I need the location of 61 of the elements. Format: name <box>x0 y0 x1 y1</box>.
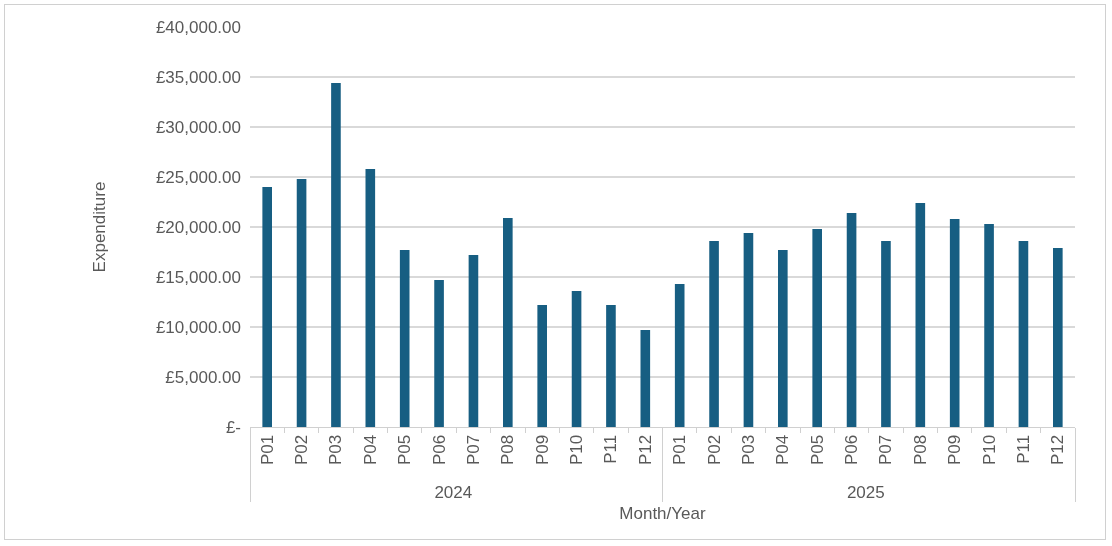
text: 2025 <box>846 482 885 502</box>
x-tick-label: P08 <box>910 434 930 466</box>
y-tick-label: £- <box>225 417 241 437</box>
y-tick-label: £30,000.00 <box>155 117 241 137</box>
bar <box>674 284 685 427</box>
y-tick-label: £40,000.00 <box>155 17 241 37</box>
x-tick-label: P02 <box>704 434 724 466</box>
bar <box>846 213 857 427</box>
x-tick-label: P07 <box>876 434 896 466</box>
x-tick-label: P11 <box>601 434 621 464</box>
bar <box>468 255 479 427</box>
y-tick-label: £10,000.00 <box>155 317 241 337</box>
bar <box>537 305 547 427</box>
bar <box>915 203 926 427</box>
bar <box>881 241 891 427</box>
bar <box>640 330 651 427</box>
bar <box>503 218 513 427</box>
y-tick-label: £20,000.00 <box>155 217 241 237</box>
bar <box>571 291 582 427</box>
bar <box>399 250 410 427</box>
x-tick-label: P11 <box>1013 434 1033 464</box>
x-tick-label: P09 <box>945 434 965 466</box>
x-tick-label: P01 <box>670 434 690 466</box>
x-tick-label: P03 <box>738 434 758 466</box>
bar <box>778 250 788 427</box>
x-tick-label: P06 <box>429 434 449 466</box>
bar <box>1053 248 1063 427</box>
bar <box>949 219 960 427</box>
x-tick-label: P12 <box>1048 434 1068 466</box>
bar <box>365 169 376 427</box>
bar <box>262 187 272 427</box>
y-tick-label: £15,000.00 <box>155 267 241 287</box>
x-tick-label: P01 <box>257 434 277 466</box>
bar <box>984 224 994 427</box>
bar <box>606 305 616 427</box>
bar <box>331 83 341 427</box>
x-tick-label: P12 <box>635 434 655 466</box>
y-axis-title: Expenditure <box>90 181 110 273</box>
x-tick-label: P03 <box>326 434 346 466</box>
x-tick-label: P02 <box>292 434 312 466</box>
bar <box>709 241 719 427</box>
x-tick-label: P10 <box>979 434 999 466</box>
y-tick-label: £35,000.00 <box>155 67 241 87</box>
bar <box>434 280 444 427</box>
bar <box>1018 241 1029 427</box>
x-tick-label: P04 <box>773 434 793 466</box>
bar <box>743 233 754 427</box>
x-tick-label: P06 <box>842 434 862 466</box>
x-axis-title: Month/Year <box>619 504 706 524</box>
x-tick-label: P05 <box>807 434 827 466</box>
bar <box>296 179 307 427</box>
x-tick-label: P04 <box>360 434 380 466</box>
x-tick-label: P08 <box>498 434 518 466</box>
y-tick-label: £5,000.00 <box>165 367 241 387</box>
x-tick-label: P05 <box>395 434 415 466</box>
text: 2024 <box>434 482 473 502</box>
x-tick-label: P10 <box>567 434 587 466</box>
bar <box>812 229 822 427</box>
x-tick-label: P09 <box>532 434 552 466</box>
x-tick-label: P07 <box>463 434 483 466</box>
y-tick-label: £25,000.00 <box>155 167 241 187</box>
